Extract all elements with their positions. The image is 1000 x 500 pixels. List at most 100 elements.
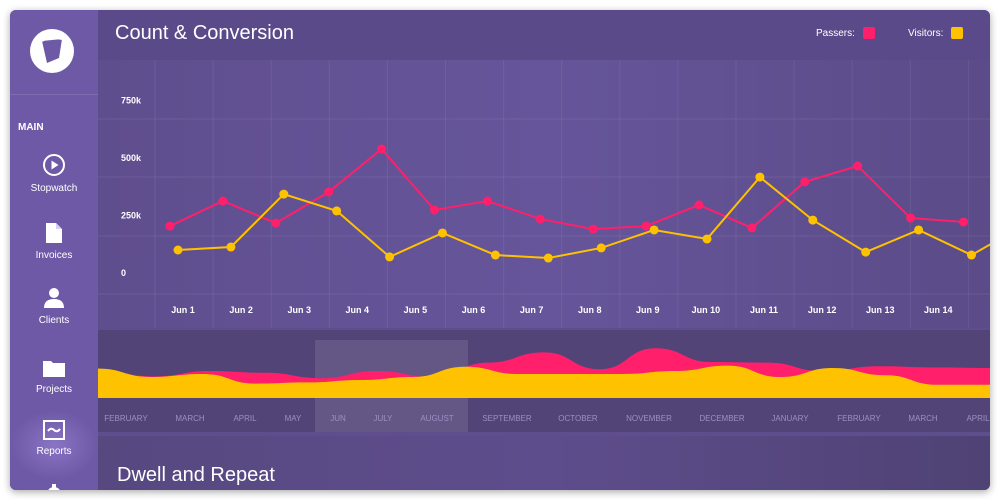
y-tick-label: 750k: [121, 96, 142, 106]
navigator-month-label: DECEMBER: [699, 414, 745, 423]
data-point-passers: [165, 221, 175, 231]
sidebar-item-reports[interactable]: Reports: [10, 410, 98, 480]
x-tick-label: Jun 1: [171, 305, 195, 315]
data-point-passers: [906, 213, 916, 223]
legend-swatch-passers: [862, 27, 875, 39]
navigator-month-label: SEPTEMBER: [482, 414, 532, 423]
sidebar-item-label: Stopwatch: [30, 183, 78, 194]
x-tick-label: Jun 12: [808, 305, 837, 315]
x-tick-label: Jun 8: [578, 305, 602, 315]
navigator-month-label: JULY: [374, 414, 394, 423]
data-point-passers: [271, 218, 281, 228]
data-point-passers: [641, 221, 651, 231]
sidebar-item-label: Invoices: [35, 250, 73, 261]
data-point-visitors: [861, 247, 871, 257]
sidebar-section-label: MAIN: [18, 122, 44, 133]
data-point-visitors: [808, 215, 818, 225]
data-point-passers: [218, 196, 228, 206]
navigator-month-label: FEBRUARY: [837, 414, 881, 423]
data-point-visitors: [596, 243, 606, 253]
data-point-passers: [588, 224, 598, 234]
data-point-passers: [800, 177, 810, 187]
data-point-visitors: [967, 250, 976, 260]
sidebar-item-invoices[interactable]: Invoices: [10, 222, 98, 261]
chart-header: Count & Conversion Passers: Visitors:: [98, 10, 990, 60]
data-point-visitors: [385, 252, 395, 262]
x-tick-label: Jun 4: [346, 305, 370, 315]
navigator-month-label: MARCH: [175, 414, 205, 423]
user-icon: [44, 288, 64, 308]
sidebar-item-stopwatch[interactable]: Stopwatch: [10, 153, 98, 194]
data-point-visitors: [914, 225, 924, 235]
sidebar-item-projects[interactable]: Projects: [10, 360, 98, 395]
data-point-visitors: [438, 228, 447, 238]
x-tick-label: Jun 2: [229, 305, 253, 315]
section-title: Dwell and Repeat: [117, 464, 275, 486]
dwell-section-header: Dwell and Repeat: [98, 436, 990, 490]
data-point-passers: [482, 196, 492, 206]
sidebar: MAIN Stopwatch Invoices Clients Projects…: [10, 10, 98, 490]
y-tick-label: 0: [121, 268, 126, 278]
logo-icon: [30, 29, 74, 73]
legend-label: Visitors:: [908, 27, 944, 39]
sidebar-item-clients[interactable]: Clients: [10, 287, 98, 326]
data-point-visitors: [543, 253, 553, 263]
y-tick-label: 250k: [121, 211, 142, 221]
data-point-passers: [747, 223, 757, 233]
line-chart-area: [98, 60, 990, 328]
legend-label: Passers:: [816, 27, 855, 39]
data-point-visitors: [226, 242, 236, 252]
play-circle-icon: [43, 154, 65, 176]
legend-passers[interactable]: Passers:: [816, 27, 875, 39]
sidebar-item-label: Clients: [38, 315, 70, 326]
folder-icon: [43, 361, 65, 377]
data-point-visitors: [173, 245, 183, 255]
data-point-visitors: [332, 206, 342, 216]
navigator-month-label: OCTOBER: [558, 414, 598, 423]
data-point-passers: [694, 200, 704, 210]
x-tick-label: Jun 6: [462, 305, 486, 315]
data-point-visitors: [702, 234, 712, 244]
series-line-visitors: [177, 175, 990, 260]
x-tick-label: Jun 9: [636, 305, 660, 315]
data-point-visitors: [490, 250, 500, 260]
data-point-passers: [430, 205, 439, 215]
page-title: Count & Conversion: [115, 22, 294, 44]
data-point-passers: [377, 144, 387, 154]
x-tick-label: Jun 3: [287, 305, 311, 315]
navigator-month-label: MAY: [285, 414, 302, 423]
data-point-visitors: [279, 189, 289, 199]
data-point-passers: [853, 161, 863, 171]
x-tick-label: Jun 13: [866, 305, 895, 315]
navigator-month-label: AUGUST: [420, 414, 453, 423]
navigator-month-label: APRIL: [233, 414, 257, 423]
legend-visitors[interactable]: Visitors:: [908, 27, 964, 39]
data-point-visitors: [649, 225, 659, 235]
sidebar-item-label: Projects: [35, 384, 73, 395]
app-window: MAIN Stopwatch Invoices Clients Projects…: [10, 10, 990, 490]
navigator-month-label: MARCH: [908, 414, 938, 423]
gear-icon[interactable]: [44, 484, 64, 490]
sidebar-divider: [10, 94, 98, 95]
data-point-visitors: [755, 172, 765, 182]
data-point-passers: [535, 214, 545, 224]
navigator-month-label: JANUARY: [771, 414, 809, 423]
data-point-passers: [324, 187, 334, 197]
series-line-passers: [169, 147, 964, 231]
sidebar-item-label: Reports: [36, 446, 72, 457]
navigator-month-label: APRIL: [966, 414, 990, 423]
x-tick-label: Jun 7: [520, 305, 544, 315]
x-tick-label: Jun 11: [750, 305, 778, 315]
x-tick-label: Jun 10: [692, 305, 721, 315]
x-tick-label: Jun 14: [924, 305, 953, 315]
chart-icon: [43, 420, 65, 440]
navigator-area-visitors: [98, 365, 990, 398]
y-tick-label: 500k: [121, 153, 142, 163]
navigator-month-label: JUN: [330, 414, 346, 423]
navigator-month-label: FEBRUARY: [104, 414, 148, 423]
legend-swatch-visitors: [951, 27, 964, 39]
x-tick-label: Jun 5: [404, 305, 428, 315]
document-icon: [46, 223, 62, 243]
data-point-passers: [959, 217, 968, 227]
